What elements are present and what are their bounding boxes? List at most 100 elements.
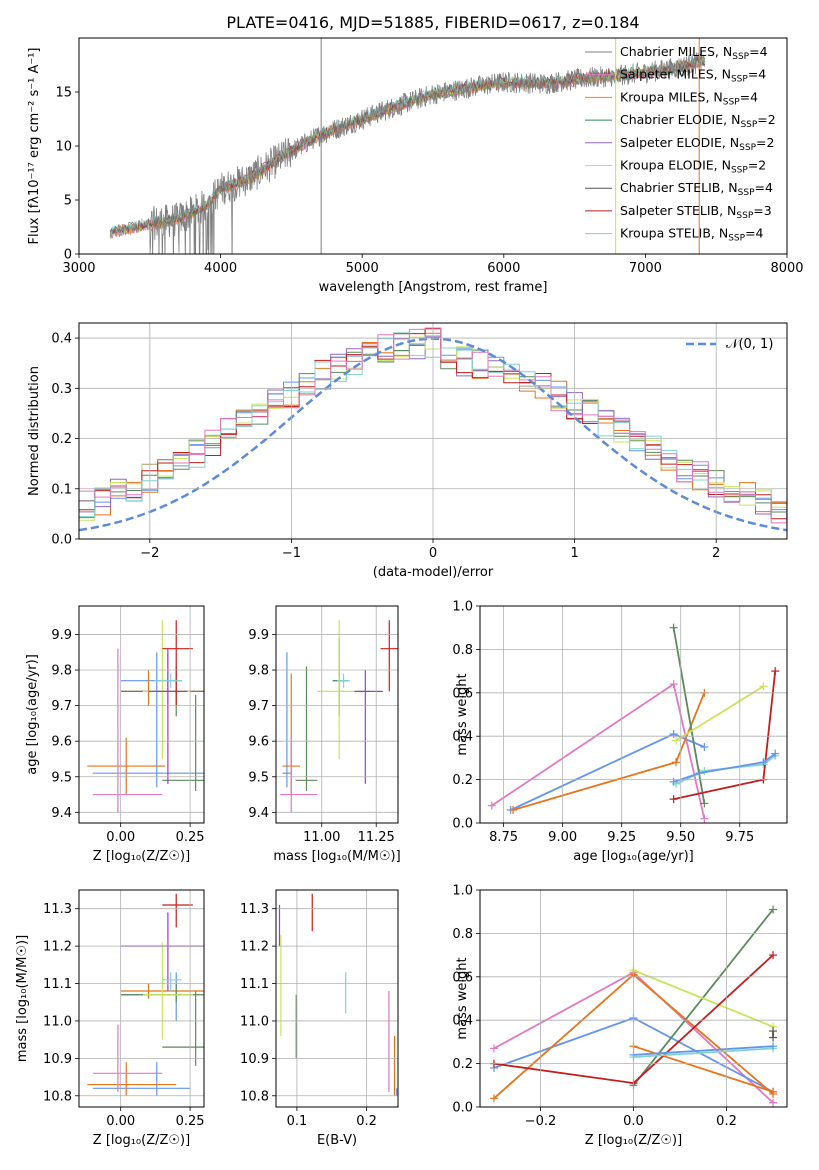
spectrum-xtick-label: 6000 (487, 261, 520, 276)
residuals-xlabel: (data-model)/error (373, 565, 494, 580)
legend-label: Chabrier ELODIE, NSSP=2 (620, 112, 776, 130)
spectrum-ytick-label: 15 (55, 86, 72, 101)
mass_vs_ebv-plot-area (278, 893, 398, 1096)
massweight_vs_Z-ytick-label: 1.0 (452, 884, 473, 899)
massweight_vs_age-ytick-label: 0.4 (452, 730, 473, 745)
spectrum-xtick-label: 7000 (629, 261, 662, 276)
massweight_vs_age-xtick-label: 9.00 (548, 830, 577, 845)
age_vs_Z-panel: 0.00 0.25 9.4 9.5 9.6 9.7 9.8 9.9 Z [log₁₀(Z/Z☉)… (25, 605, 205, 864)
massweight_vs_age-ytick-label: 0.2 (452, 773, 473, 788)
age_vs_Z-xtick-label: 0.00 (106, 830, 135, 845)
age_vs_Z-xlabel: Z [log₁₀(Z/Z☉)] (93, 849, 190, 864)
age_vs_mass-ytick-label: 9.6 (248, 735, 269, 750)
mass_vs_ebv-ytick-label: 11.1 (240, 977, 269, 992)
age_vs_Z-frame (78, 605, 205, 824)
age_vs_mass-ytick-label: 9.8 (248, 664, 269, 679)
massweight_vs_Z-xlabel: Z [log₁₀(Z/Z☉)] (585, 1133, 682, 1148)
legend-label: 𝒩(0, 1) (726, 337, 773, 352)
mass_vs_Z-ylabel: mass [log₁₀(M/M☉)] (15, 935, 30, 1062)
mass_vs_Z-panel: 0.00 0.25 10.8 10.9 11.0 11.1 11.2 11.3 Z [log₁₀… (15, 889, 205, 1148)
residuals-panel: −2 −1 0 1 2 0.0 0.1 0.2 0.3 0.4 (data-model)/error… (27, 322, 788, 580)
massweight_vs_Z-frame (479, 889, 788, 1108)
legend-label: Salpeter STELIB, NSSP=3 (620, 203, 772, 221)
age_vs_mass-ytick-label: 9.4 (248, 806, 269, 821)
residuals-xtick-label: −2 (140, 546, 159, 561)
mass_vs_Z-ytick-label: 10.8 (43, 1089, 72, 1104)
mass_vs_ebv-panel: 0.1 0.2 10.8 10.9 11.0 11.1 11.2 11.3 E(B-V) (240, 889, 399, 1148)
massweight_vs_Z-ytick-label: 0.0 (452, 1101, 473, 1116)
age_vs_mass-plot-area (280, 620, 398, 813)
mass_vs_ebv-ytick-label: 10.9 (240, 1052, 269, 1067)
residuals-ytick-label: 0.1 (51, 482, 72, 497)
residuals-ytick-label: 0.0 (51, 533, 72, 548)
age_vs_mass-frame (275, 605, 399, 824)
massweight_vs_age-xlabel: age [log₁₀(age/yr)] (573, 849, 694, 864)
mass_vs_Z-ytick-label: 11.0 (43, 1014, 72, 1029)
residuals-xtick-label: −1 (282, 546, 301, 561)
massweight_vs_Z-ytick-label: 0.8 (452, 927, 473, 942)
mass_vs_ebv-ytick-label: 11.3 (240, 902, 269, 917)
age_vs_Z-ytick-label: 9.4 (51, 806, 72, 821)
mass_vs_ebv-xtick-label: 0.2 (356, 1114, 377, 1129)
age_vs_mass-xlabel: mass [log₁₀(M/M☉)] (273, 849, 400, 864)
legend-label: Salpeter MILES, NSSP=4 (620, 67, 766, 85)
massweight_vs_Z-xtick-label: 0.0 (623, 1114, 644, 1129)
massweight_vs_age-ytick-label: 0.6 (452, 686, 473, 701)
age_vs_mass-ytick-label: 9.9 (248, 628, 269, 643)
spectrum-ytick-label: 5 (64, 194, 72, 209)
residuals-legend: 𝒩(0, 1) (686, 337, 773, 352)
age_vs_mass-xtick-label: 11.25 (358, 830, 395, 845)
legend-label: Salpeter ELODIE, NSSP=2 (620, 135, 774, 153)
spectrum-frame (78, 37, 788, 255)
legend-label: Kroupa STELIB, NSSP=4 (620, 226, 764, 244)
mass_vs_Z-ytick-label: 10.9 (43, 1052, 72, 1067)
residual-histogram (79, 327, 787, 524)
spectrum-xtick-label: 8000 (770, 261, 803, 276)
mass_vs_ebv-xlabel: E(B-V) (317, 1133, 357, 1148)
age_vs_Z-ytick-label: 9.5 (51, 770, 72, 785)
massweight_vs_age-xtick-label: 8.75 (489, 830, 518, 845)
massweight_vs_Z-xtick-label: 0.2 (716, 1114, 737, 1129)
mass-weight-line (632, 908, 774, 1086)
massweight_vs_Z-ytick-label: 0.4 (452, 1014, 473, 1029)
mass_vs_Z-xlabel: Z [log₁₀(Z/Z☉)] (93, 1133, 190, 1148)
massweight_vs_age-plot-area (487, 623, 780, 823)
massweight_vs_age-ytick-label: 0.0 (452, 817, 473, 832)
residuals-ytick-label: 0.2 (51, 432, 72, 447)
mass_vs_ebv-frame (275, 889, 399, 1108)
spectrum-ytick-label: 10 (55, 140, 72, 155)
massweight_vs_Z-panel: −0.2 0.0 0.2 0.0 0.2 0.4 0.6 0.8 1.0 Z [log₁₀(Z/Z… (452, 884, 788, 1148)
age_vs_Z-ylabel: age [log₁₀(age/yr)] (25, 654, 40, 775)
spectrum-xtick-label: 4000 (204, 261, 237, 276)
massweight_vs_age-ytick-label: 0.8 (452, 643, 473, 658)
mass_vs_Z-ytick-label: 11.3 (43, 902, 72, 917)
mass_vs_ebv-xtick-label: 0.1 (287, 1114, 308, 1129)
spectrum-ylabel: Flux [fλ10⁻¹⁷ erg cm⁻² s⁻¹ A⁻¹] (27, 48, 42, 245)
mass-weight-line (633, 1047, 774, 1058)
mass_vs_Z-xtick-label: 0.00 (106, 1114, 135, 1129)
massweight_vs_Z-ylabel: mass weight (455, 957, 470, 1039)
mass-weight-line (675, 685, 764, 742)
legend-label: Kroupa ELODIE, NSSP=2 (620, 158, 766, 176)
residuals-ytick-label: 0.3 (51, 382, 72, 397)
mass_vs_ebv-ytick-label: 11.0 (240, 1014, 269, 1029)
residuals-xtick-label: 2 (712, 546, 720, 561)
massweight_vs_age-frame (479, 605, 788, 824)
legend-label: Kroupa MILES, NSSP=4 (620, 89, 758, 107)
mass-weight-line (633, 1045, 774, 1056)
figure-title: PLATE=0416, MJD=51885, FIBERID=0617, z=0… (226, 13, 639, 32)
massweight_vs_Z-xtick-label: −0.2 (525, 1114, 557, 1129)
legend-label: Chabrier STELIB, NSSP=4 (620, 180, 773, 198)
age_vs_Z-ytick-label: 9.7 (51, 699, 72, 714)
residuals-ylabel: Normed distribution (27, 366, 42, 496)
mass-weight-line (633, 969, 774, 1028)
massweight_vs_age-xtick-label: 9.75 (725, 830, 754, 845)
spectrum-legend: Chabrier MILES, NSSP=4 Salpeter MILES, NS… (585, 44, 776, 244)
massweight_vs_age-xtick-label: 9.50 (666, 830, 695, 845)
age_vs_mass-xtick-label: 11.00 (303, 830, 340, 845)
age_vs_Z-ytick-label: 9.8 (51, 664, 72, 679)
massweight_vs_Z-ytick-label: 0.6 (452, 970, 473, 985)
residuals-xtick-label: 1 (570, 546, 578, 561)
age_vs_Z-ytick-label: 9.6 (51, 735, 72, 750)
mass_vs_ebv-ytick-label: 11.2 (240, 940, 269, 955)
